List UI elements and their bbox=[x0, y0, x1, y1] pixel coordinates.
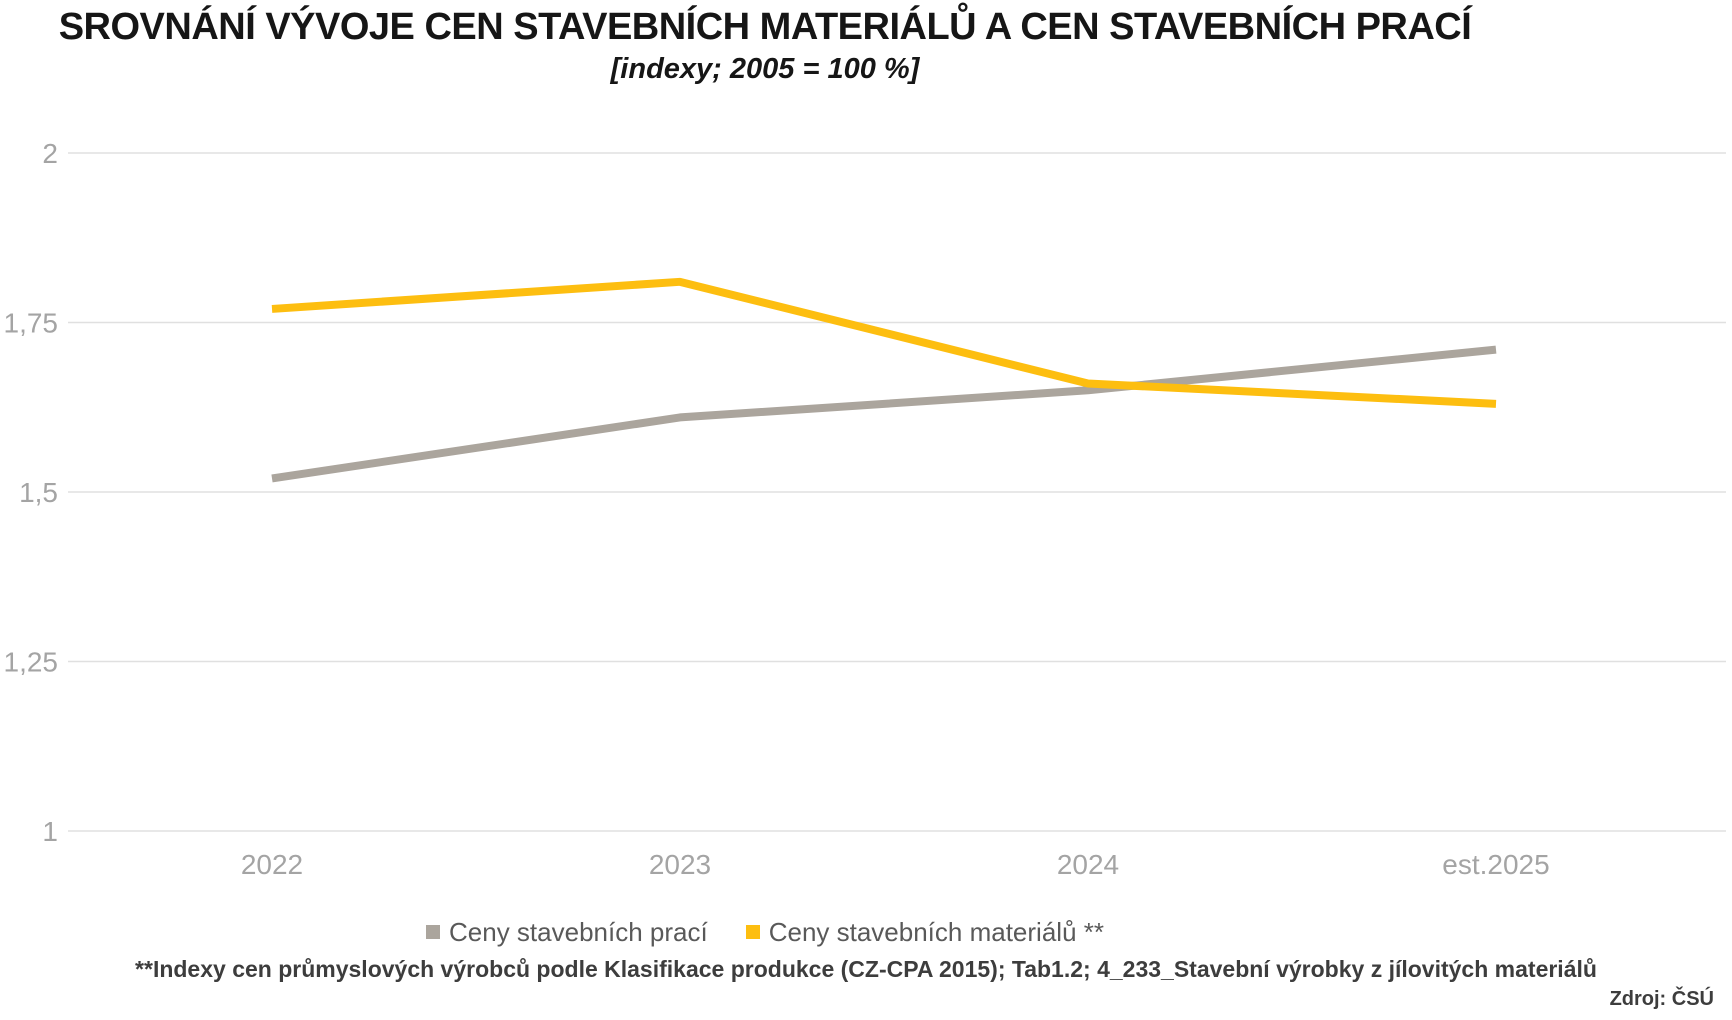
x-tick-label: 2023 bbox=[649, 849, 711, 880]
chart-title: SROVNÁNÍ VÝVOJE CEN STAVEBNÍCH MATERIÁLŮ… bbox=[58, 6, 1472, 48]
y-tick-label: 1,25 bbox=[4, 647, 59, 678]
chart-legend: Ceny stavebních prací Ceny stavebních mat… bbox=[0, 912, 1530, 952]
chart-subtitle: [indexy; 2005 = 100 %] bbox=[610, 52, 920, 85]
y-tick-label: 1,75 bbox=[4, 308, 59, 339]
chart-header: SROVNÁNÍ VÝVOJE CEN STAVEBNÍCH MATERIÁLŮ… bbox=[0, 6, 1530, 86]
legend-swatch-icon bbox=[426, 925, 440, 939]
source-credit: Zdroj: ČSÚ bbox=[1609, 988, 1714, 1010]
legend-item: Ceny stavebních materiálů ** bbox=[745, 916, 1104, 948]
x-tick-label: est.2025 bbox=[1442, 849, 1549, 880]
series-line bbox=[271, 277, 1497, 408]
line-chart-canvas: 2 1,75 1,5 1,25 1 2022 2023 2024 est.2025 bbox=[4, 138, 1726, 880]
y-tick-label: 1,5 bbox=[19, 477, 58, 508]
chart-footnote: **Indexy cen průmyslových výrobců podle … bbox=[135, 956, 1597, 982]
legend-label: Ceny stavebních prací bbox=[449, 916, 708, 947]
x-tick-label: 2024 bbox=[1057, 849, 1119, 880]
legend-item: Ceny stavebních prací bbox=[426, 917, 708, 948]
series-line bbox=[271, 345, 1497, 483]
x-tick-label: 2022 bbox=[241, 849, 303, 880]
y-tick-label: 1 bbox=[42, 816, 58, 847]
legend-swatch-icon bbox=[745, 925, 760, 939]
legend-label: Ceny stavebních materiálů ** bbox=[768, 916, 1104, 947]
y-tick-label: 2 bbox=[42, 138, 58, 169]
